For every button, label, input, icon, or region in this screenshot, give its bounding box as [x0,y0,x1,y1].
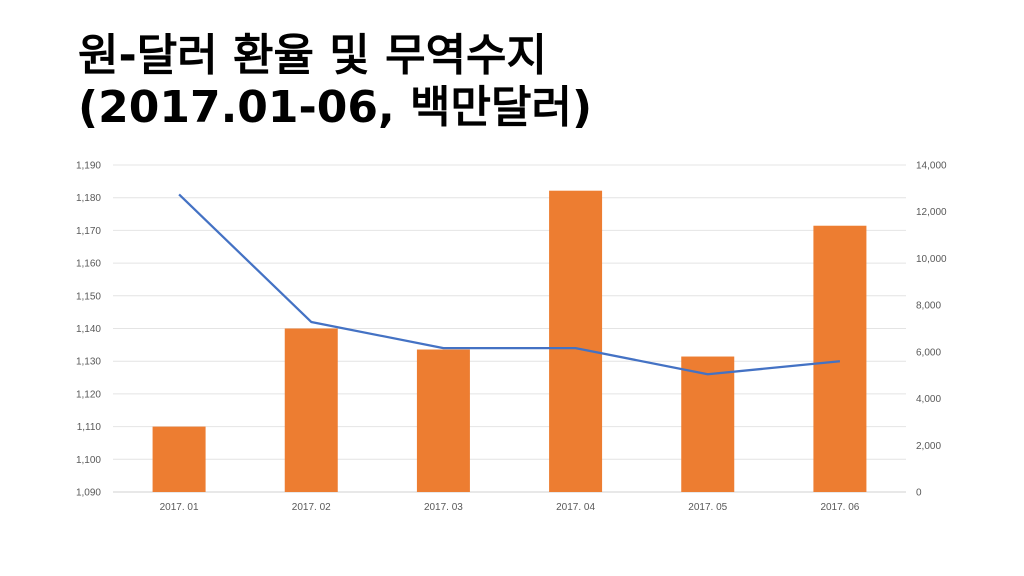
left-axis-tick-label: 1,090 [76,488,101,499]
trade-balance-bar [681,356,735,492]
left-axis-tick-label: 1,140 [76,324,101,335]
right-axis-labels: 0 2,000 4,000 6,000 8,000 10,000 12,000 14,000 [916,161,947,499]
exchange-rate-line [178,193,841,376]
left-axis-tick-label: 1,170 [76,226,101,237]
right-axis-tick-label: 6,000 [916,347,941,358]
left-axis-tick-label: 1,160 [76,259,101,270]
trade-balance-bar [416,349,470,492]
right-axis-tick-label: 8,000 [916,301,941,312]
trade-balance-bar [284,328,338,492]
left-axis-tick-label: 1,110 [77,422,102,433]
left-axis-tick-label: 1,180 [76,193,101,204]
exchange-rate-line-path [178,193,841,376]
trade-balance-bars [152,190,867,492]
left-axis-tick-label: 1,100 [76,455,101,466]
right-axis-tick-label: 0 [916,488,922,499]
chart-title-line-1: 원-달러 환율 및 무역수지 [78,30,548,81]
chart-title: 원-달러 환율 및 무역수지 (2017.01-06, 백만달러) [78,30,592,134]
right-axis-tick-label: 4,000 [916,394,941,405]
left-axis-tick-label: 1,190 [76,161,101,172]
x-axis-tick-label: 2017. 05 [688,502,727,513]
x-axis-tick-label: 2017. 06 [820,502,859,513]
left-axis-labels: 1,090 1,100 1,110 1,120 1,130 1,140 1,150 1,160… [76,161,101,499]
chart-title-line-2: (2017.01-06, 백만달러) [78,82,593,133]
right-axis-tick-label: 12,000 [916,207,947,218]
left-axis-tick-label: 1,130 [76,357,101,368]
left-axis-tick-label: 1,150 [76,291,101,302]
left-axis-tick-label: 1,120 [76,389,101,400]
right-axis-tick-label: 14,000 [916,161,947,172]
right-axis-tick-label: 2,000 [916,441,941,452]
gridlines [113,164,906,493]
trade-balance-bar [813,225,867,492]
trade-balance-bar [549,190,603,492]
right-axis-tick-label: 10,000 [916,254,947,265]
x-axis-labels: 2017. 01 2017. 02 2017. 03 2017. 04 2017. 05… [160,502,860,513]
trade-balance-bar [152,426,206,492]
x-axis-tick-label: 2017. 01 [160,502,199,513]
x-axis-tick-label: 2017. 03 [424,502,463,513]
x-axis-tick-label: 2017. 04 [556,502,595,513]
x-axis-tick-label: 2017. 02 [292,502,331,513]
